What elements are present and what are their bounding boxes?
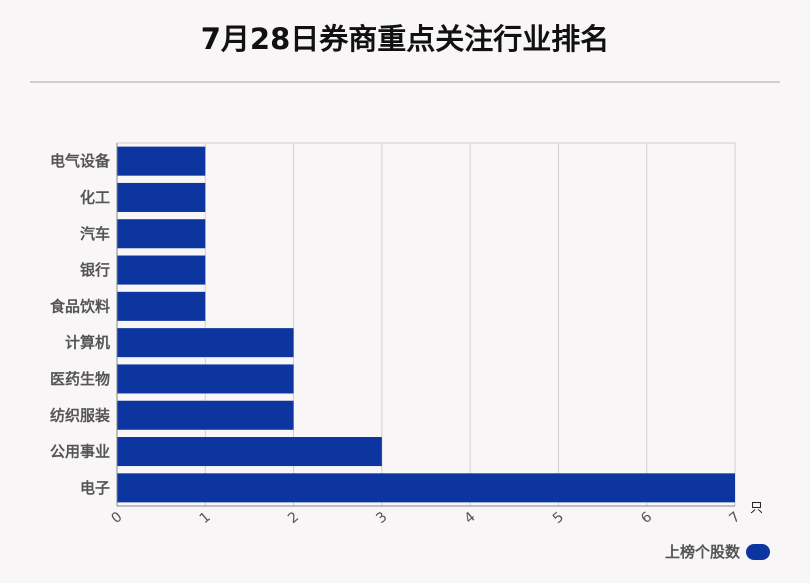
legend-swatch bbox=[746, 543, 770, 560]
bar-银行 bbox=[117, 255, 206, 285]
bar-医药生物 bbox=[117, 364, 294, 394]
category-label: 公用事业 bbox=[50, 443, 110, 461]
x-unit-label: 只 bbox=[750, 501, 763, 516]
bar-电气设备 bbox=[117, 146, 206, 176]
x-tick-label: 7 bbox=[726, 509, 743, 527]
x-tick-label: 3 bbox=[373, 509, 390, 527]
bar-食品饮料 bbox=[117, 291, 206, 321]
category-label: 电气设备 bbox=[50, 152, 111, 170]
category-label: 食品饮料 bbox=[50, 297, 110, 315]
x-tick-label: 0 bbox=[108, 509, 125, 527]
bars bbox=[117, 146, 735, 503]
legend-label: 上榜个股数 bbox=[664, 543, 740, 561]
bar-纺织服装 bbox=[117, 400, 294, 430]
bar-公用事业 bbox=[117, 437, 382, 467]
legend: 上榜个股数 bbox=[665, 541, 770, 562]
category-label: 纺织服装 bbox=[50, 406, 111, 424]
category-label: 银行 bbox=[80, 261, 110, 279]
category-label: 计算机 bbox=[65, 334, 110, 352]
x-tick-label: 6 bbox=[638, 509, 655, 527]
axes bbox=[116, 142, 735, 507]
x-tick-label: 5 bbox=[550, 509, 567, 527]
bar-化工 bbox=[117, 182, 206, 212]
category-label: 电子 bbox=[80, 479, 110, 497]
x-tick-label: 2 bbox=[285, 509, 302, 527]
x-tick-label: 4 bbox=[462, 509, 479, 527]
title-divider bbox=[30, 81, 780, 83]
bar-计算机 bbox=[117, 328, 294, 358]
category-label: 汽车 bbox=[80, 225, 110, 243]
x-tick-labels: 0 1 2 3 4 5 6 7 bbox=[108, 509, 743, 527]
bar-电子 bbox=[117, 473, 735, 503]
chart-title: 7月28日券商重点关注行业排名 bbox=[200, 22, 610, 56]
bar-汽车 bbox=[117, 219, 206, 249]
category-label: 医药生物 bbox=[50, 370, 110, 388]
x-tick-label: 1 bbox=[197, 509, 214, 527]
category-label: 化工 bbox=[80, 188, 110, 206]
